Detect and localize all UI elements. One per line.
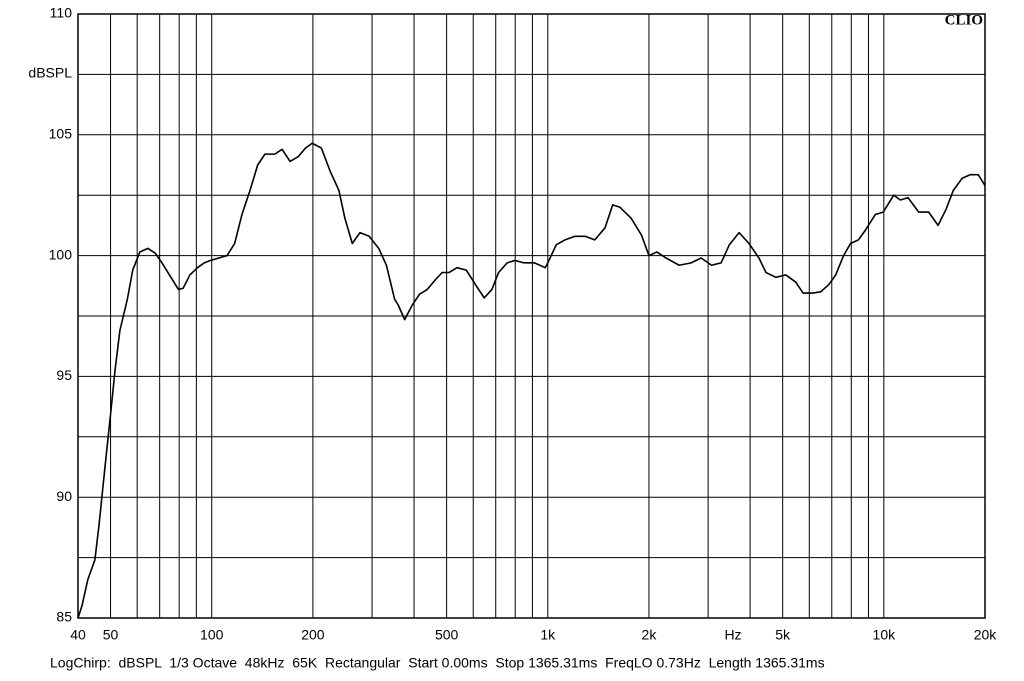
y-tick-label: 90: [56, 488, 72, 504]
x-tick-label: 40: [70, 627, 86, 643]
x-tick-label: 100: [200, 627, 224, 643]
x-tick-label: 2k: [642, 627, 658, 643]
x-tick-label: 5k: [775, 627, 791, 643]
y-tick-label: 110: [50, 5, 73, 21]
y-tick-label: 100: [49, 246, 73, 262]
x-unit: Hz: [724, 627, 741, 643]
x-tick-label: 50: [103, 627, 119, 643]
brand: CLIO: [945, 12, 983, 28]
x-tick-label: 10k: [873, 627, 897, 643]
x-tick-label: 1k: [540, 627, 556, 643]
response-line: [77, 142, 986, 619]
x-tick-label: 200: [301, 627, 325, 643]
footer: LogChirp: dBSPL 1/3 Octave 48kHz 65K Rec…: [50, 655, 825, 671]
y-tick-label: 85: [56, 609, 72, 625]
y-tick-label: 105: [49, 126, 73, 142]
y-axis-label: dBSPL: [28, 65, 72, 81]
plot-frame: [77, 13, 986, 619]
x-tick-label: 500: [435, 627, 459, 643]
x-tick-label: 20k: [974, 627, 998, 643]
y-tick-label: 95: [56, 367, 72, 383]
